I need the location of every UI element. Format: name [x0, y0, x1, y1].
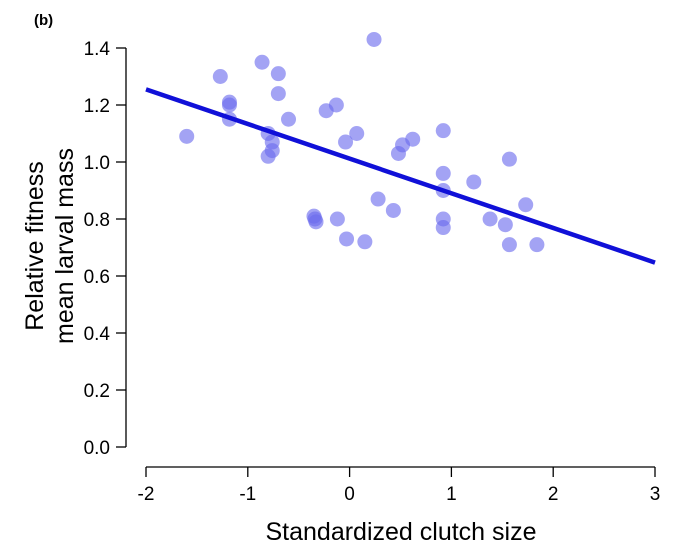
data-point	[328, 97, 344, 113]
data-point	[254, 54, 270, 70]
x-tick-label: 0	[344, 484, 355, 505]
data-point	[482, 211, 498, 227]
data-point	[329, 211, 345, 227]
x-axis-title: Standardized clutch size	[266, 518, 537, 546]
y-tick-label: 0.2	[84, 381, 110, 402]
x-tick-label: 3	[650, 484, 661, 505]
data-point	[366, 31, 382, 47]
y-tick-label: 0.8	[84, 210, 110, 231]
data-point	[466, 174, 482, 190]
data-point	[349, 126, 365, 141]
data-point	[179, 128, 195, 144]
x-tick-label: 1	[446, 484, 457, 505]
data-point	[308, 214, 324, 230]
regression-line-group	[145, 87, 656, 265]
y-tick-label: 1.2	[84, 96, 110, 117]
data-point	[212, 69, 228, 84]
data-point	[370, 191, 386, 207]
data-point	[529, 237, 545, 253]
data-point	[338, 134, 354, 150]
x-axis: -2 -1 0 1 2 3	[138, 466, 661, 505]
y-tick-label: 1.4	[84, 39, 111, 60]
data-point	[281, 111, 297, 127]
y-tick-label: 0.6	[84, 267, 110, 288]
y-tick-label: 0.4	[84, 324, 111, 345]
data-point	[435, 123, 451, 139]
data-point	[357, 234, 373, 250]
data-point	[385, 202, 401, 218]
x-tick-label: 2	[548, 484, 559, 505]
x-tick-label: -2	[138, 484, 155, 505]
data-point	[221, 97, 237, 113]
y-axis: 0.0 0.2 0.4 0.6 0.8 1.0 1.2 1.4	[84, 39, 127, 459]
data-point	[501, 237, 517, 253]
regression-line	[145, 87, 656, 265]
data-point	[435, 165, 451, 181]
y-axis-title-line-2: mean larval mass	[51, 148, 79, 344]
data-point	[405, 131, 421, 147]
data-point	[339, 231, 355, 247]
x-tick-label: -1	[239, 484, 256, 505]
data-point	[501, 151, 517, 167]
data-point	[264, 143, 280, 159]
data-point	[435, 220, 451, 236]
y-tick-label: 1.0	[84, 153, 110, 174]
data-points	[179, 31, 545, 253]
data-point	[518, 197, 534, 213]
y-tick-label: 0.0	[84, 438, 110, 459]
data-point	[270, 66, 286, 82]
y-axis-title-line-1: Relative fitness	[21, 161, 49, 331]
data-point	[270, 86, 286, 102]
panel-label: (b)	[34, 12, 53, 29]
data-point	[497, 217, 513, 233]
